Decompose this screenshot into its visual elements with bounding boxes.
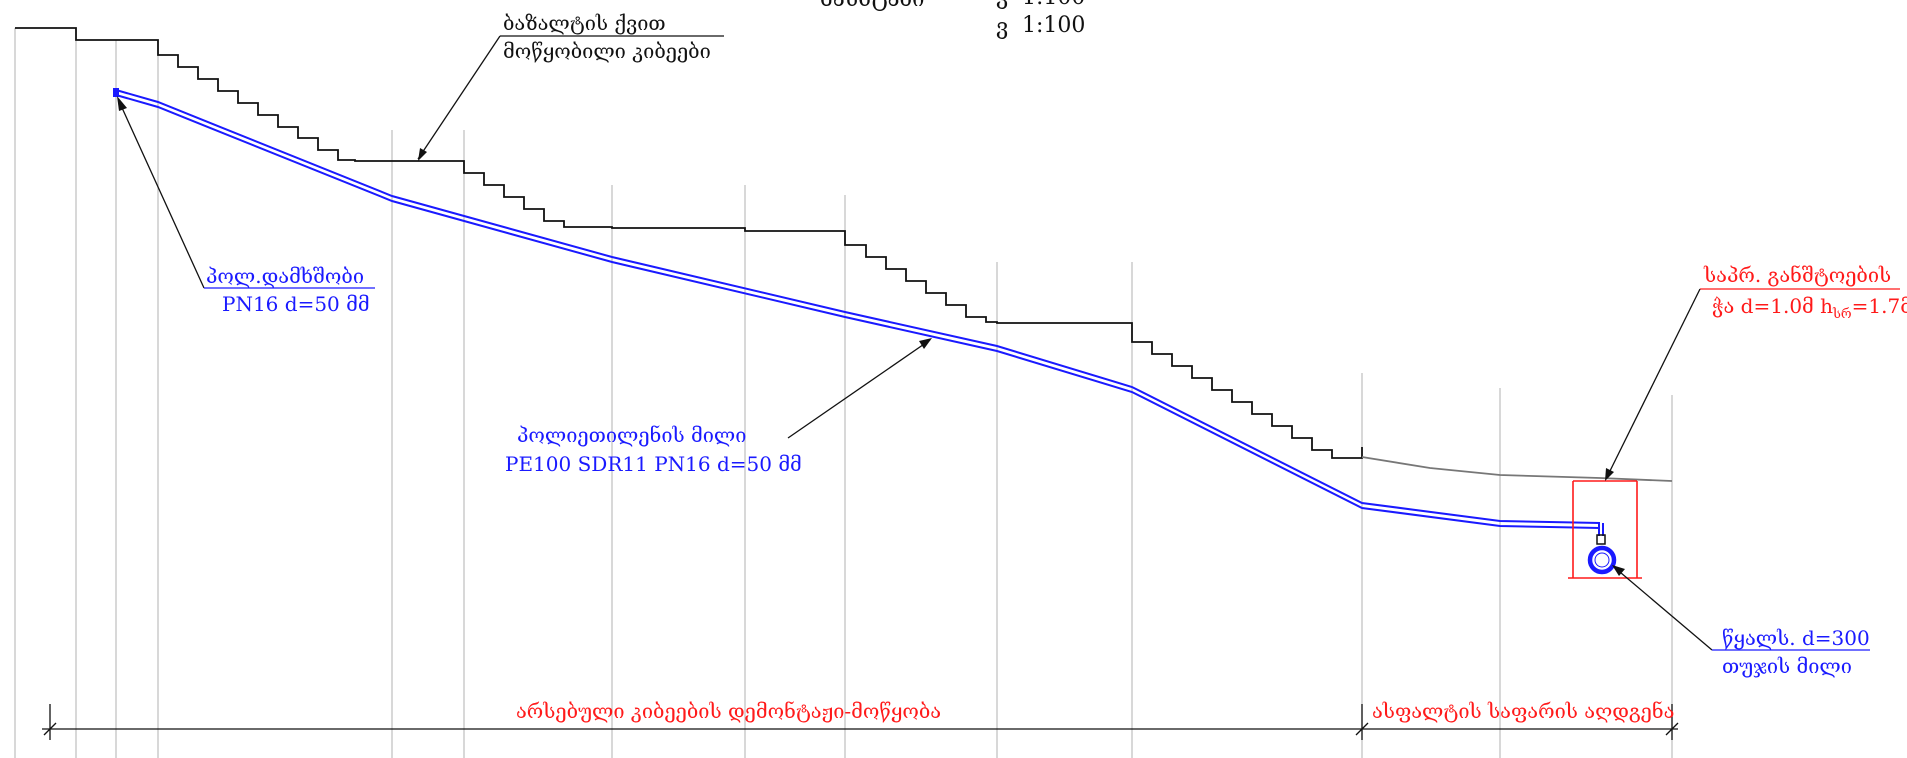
callout-branch-well-line1: საპრ. განშტოების: [1703, 263, 1891, 287]
callout-stairs-line2: მოწყობილი კიბეები: [503, 39, 711, 63]
pe-pipe: [115, 89, 1601, 529]
callout-pipe-main: პოლიეთილენის მილი PE100 SDR11 PN16 d=50 …: [505, 338, 932, 476]
callout-branch-well: საპრ. განშტოების ჭა d=1.0მ hსრ=1.7მ: [1605, 263, 1907, 481]
asphalt-surface-line: [1361, 456, 1673, 482]
well-dim-text: ჭა d=1.0მ h: [1712, 294, 1833, 318]
dimension-label-asphalt: ასფალტის საფარის აღდგენა: [1372, 699, 1674, 723]
callout-pipe-main-line1: პოლიეთილენის მილი: [517, 423, 746, 447]
scale-partial-label: მასშტაბი: [820, 0, 924, 12]
callout-branch-well-line2: ჭა d=1.0მ hსრ=1.7მ: [1712, 294, 1907, 322]
dimension-label-demolition: არსებული კიბეების დემონტაჟი-მოწყობა: [516, 699, 941, 723]
callout-water-main: წყალს. d=300 თუჯის მილი: [1612, 565, 1870, 678]
pipe-end-cap: [113, 88, 119, 97]
callout-water-main-line1: წყალს. d=300: [1722, 626, 1870, 650]
callout-pipe-main-line2: PE100 SDR11 PN16 d=50 მმ: [505, 452, 802, 476]
callout-stairs: ბაზალტის ქვით მოწყობილი კიბეები: [417, 11, 724, 161]
water-main-inner: [1594, 552, 1610, 568]
callout-pipe-fitting-line1: პოლ.დამხშობი: [206, 264, 364, 288]
water-main-circle: [1587, 545, 1617, 575]
callout-water-main-line2: თუჯის მილი: [1722, 654, 1852, 678]
dimension-line: [42, 704, 1679, 740]
scale-value-2: 1:100: [1022, 13, 1085, 38]
well-dim-subscript: სრ: [1832, 307, 1852, 322]
scale-mark-2: ვ: [996, 15, 1008, 40]
scale-value-1: 1:100: [1022, 0, 1085, 10]
stairs-profile-line: [15, 27, 1363, 459]
scale-mark-1: ვ: [996, 0, 1008, 10]
callout-pipe-fitting-line2: PN16 d=50 მმ: [222, 292, 370, 316]
valve-icon: [1596, 534, 1606, 545]
callout-stairs-line1: ბაზალტის ქვით: [503, 11, 666, 35]
pipe-riser: [1598, 523, 1604, 536]
station-grid: [14, 28, 1673, 758]
well-dim-value: =1.7მ: [1852, 294, 1907, 318]
callout-pipe-fitting: პოლ.დამხშობი PN16 d=50 მმ: [117, 96, 375, 316]
